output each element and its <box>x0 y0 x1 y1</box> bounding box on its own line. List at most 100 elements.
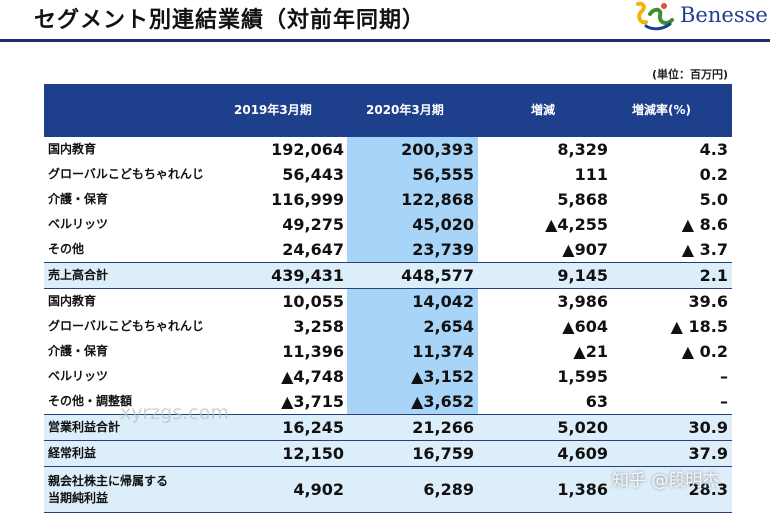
row-label: 介護・保育 <box>48 344 109 358</box>
value-fy2019: 56,443 <box>282 165 344 184</box>
value-fy2020: 6,289 <box>423 480 474 499</box>
row-label-line1: 親会社株主に帰属する <box>48 473 169 488</box>
row-label: その他 <box>48 242 85 256</box>
value-change: ▲604 <box>562 317 608 336</box>
row-label-line2: 当期純利益 <box>48 490 109 505</box>
value-change: 63 <box>585 392 608 411</box>
table-row: 介護・保育 11,396 11,374 ▲21 ▲ 0.2 <box>44 339 732 364</box>
value-change: ▲907 <box>562 240 608 259</box>
value-fy2020: 16,759 <box>412 444 474 463</box>
row-label: 経常利益 <box>48 446 97 460</box>
table-body: 国内教育 192,064 200,393 8,329 4.3 グローバルこどもちゃれんじ 5… <box>44 137 732 513</box>
value-fy2020: 11,374 <box>412 342 474 361</box>
table-row: 国内教育 10,055 14,042 3,986 39.6 <box>44 288 732 314</box>
row-label: 介護・保育 <box>48 192 109 206</box>
table-row: 国内教育 192,064 200,393 8,329 4.3 <box>44 137 732 162</box>
value-change-rate: ▲ 8.6 <box>681 215 728 234</box>
value-change-rate: 2.1 <box>699 266 728 285</box>
header-change: 増減 <box>531 103 556 117</box>
value-fy2019: 24,647 <box>282 240 344 259</box>
table-row: ベルリッツ 49,275 45,020 ▲4,255 ▲ 8.6 <box>44 212 732 237</box>
row-label: 国内教育 <box>48 294 97 308</box>
value-change-rate: 39.6 <box>688 292 728 311</box>
value-change-rate: 30.9 <box>688 418 728 437</box>
table-total-row: 売上高合計 439,431 448,577 9,145 2.1 <box>44 262 732 288</box>
value-fy2019: ▲4,748 <box>281 367 344 386</box>
watermark-author: 知乎 @段明杰 <box>612 471 720 491</box>
value-fy2019: 10,055 <box>282 292 344 311</box>
table-total-row: 親会社株主に帰属する 当期純利益 4,902 6,289 1,386 28.3 <box>44 466 732 513</box>
value-change: 1,386 <box>557 480 608 499</box>
unit-note: (単位：百万円) <box>651 68 728 81</box>
value-change-rate: 28.3 <box>688 480 728 499</box>
value-change: 4,609 <box>557 444 608 463</box>
row-label: グローバルこどもちゃれんじ <box>48 319 204 333</box>
benesse-logo-icon <box>636 1 674 31</box>
value-fy2019: 3,258 <box>293 317 344 336</box>
value-change: 5,020 <box>557 418 608 437</box>
value-change: 111 <box>574 165 608 184</box>
value-change-rate: 0.2 <box>699 165 728 184</box>
value-fy2020: 200,393 <box>401 140 474 159</box>
value-change: 1,595 <box>557 367 608 386</box>
row-label: その他・調整額 <box>48 394 133 408</box>
row-label: ベルリッツ <box>48 217 109 231</box>
table-header: 2019年3月期 2020年3月期 増減 増減率(%) <box>44 84 732 137</box>
value-fy2020: 23,739 <box>412 240 474 259</box>
value-fy2019: 12,150 <box>282 444 344 463</box>
value-change-rate: 5.0 <box>699 190 728 209</box>
title-underline <box>0 39 770 42</box>
value-change-rate: – <box>720 392 728 411</box>
value-fy2019: 116,999 <box>271 190 344 209</box>
value-fy2019: 16,245 <box>282 418 344 437</box>
value-fy2020: 448,577 <box>401 266 474 285</box>
table-row: その他・調整額 ▲3,715 ▲3,652 63 – <box>44 389 732 414</box>
value-change: 5,868 <box>557 190 608 209</box>
value-change: 8,329 <box>557 140 608 159</box>
value-fy2020: ▲3,652 <box>411 392 474 411</box>
value-fy2019: 4,902 <box>293 480 344 499</box>
table-row: グローバルこどもちゃれんじ 56,443 56,555 111 0.2 <box>44 162 732 187</box>
value-fy2019: 49,275 <box>282 215 344 234</box>
value-fy2020: 14,042 <box>412 292 474 311</box>
watermark-site: xyrzgs.com <box>120 402 229 424</box>
row-label: 親会社株主に帰属する 当期純利益 <box>48 467 168 512</box>
value-fy2020: 56,555 <box>412 165 474 184</box>
value-fy2020: 45,020 <box>412 215 474 234</box>
value-fy2020: ▲3,152 <box>411 367 474 386</box>
table-total-row: 営業利益合計 16,245 21,266 5,020 30.9 <box>44 414 732 440</box>
value-fy2019: 11,396 <box>282 342 344 361</box>
value-change-rate: ▲ 3.7 <box>681 240 728 259</box>
brand-name: Benesse <box>680 3 768 27</box>
value-change-rate: 4.3 <box>699 140 728 159</box>
value-change: 9,145 <box>557 266 608 285</box>
value-change-rate: – <box>720 367 728 386</box>
value-change: ▲21 <box>573 342 608 361</box>
value-fy2020: 21,266 <box>412 418 474 437</box>
page-title: セグメント別連結業績（対前年同期） <box>34 8 426 33</box>
value-fy2019: 192,064 <box>271 140 344 159</box>
table-row: ベルリッツ ▲4,748 ▲3,152 1,595 – <box>44 364 732 389</box>
value-fy2020: 122,868 <box>401 190 474 209</box>
header-fy2020: 2020年3月期 <box>366 103 444 117</box>
row-label: グローバルこどもちゃれんじ <box>48 167 204 181</box>
header-change-rate: 増減率(%) <box>632 103 691 117</box>
value-fy2020: 2,654 <box>423 317 474 336</box>
table-row: その他 24,647 23,739 ▲907 ▲ 3.7 <box>44 237 732 262</box>
value-change: ▲4,255 <box>545 215 608 234</box>
row-label: 営業利益合計 <box>48 420 121 434</box>
table-total-row: 経常利益 12,150 16,759 4,609 37.9 <box>44 440 732 466</box>
value-change-rate: ▲ 18.5 <box>670 317 728 336</box>
row-label: 国内教育 <box>48 142 97 156</box>
value-fy2019: ▲3,715 <box>281 392 344 411</box>
row-label: 売上高合計 <box>48 268 109 282</box>
table-row: 介護・保育 116,999 122,868 5,868 5.0 <box>44 187 732 212</box>
table-row: グローバルこどもちゃれんじ 3,258 2,654 ▲604 ▲ 18.5 <box>44 314 732 339</box>
benesse-logo: Benesse <box>632 0 768 32</box>
value-fy2019: 439,431 <box>271 266 344 285</box>
row-label: ベルリッツ <box>48 369 109 383</box>
value-change: 3,986 <box>557 292 608 311</box>
value-change-rate: 37.9 <box>688 444 728 463</box>
segment-results-table: 2019年3月期 2020年3月期 増減 増減率(%) 国内教育 192,064 2… <box>44 84 732 513</box>
header-fy2019: 2019年3月期 <box>234 103 312 117</box>
